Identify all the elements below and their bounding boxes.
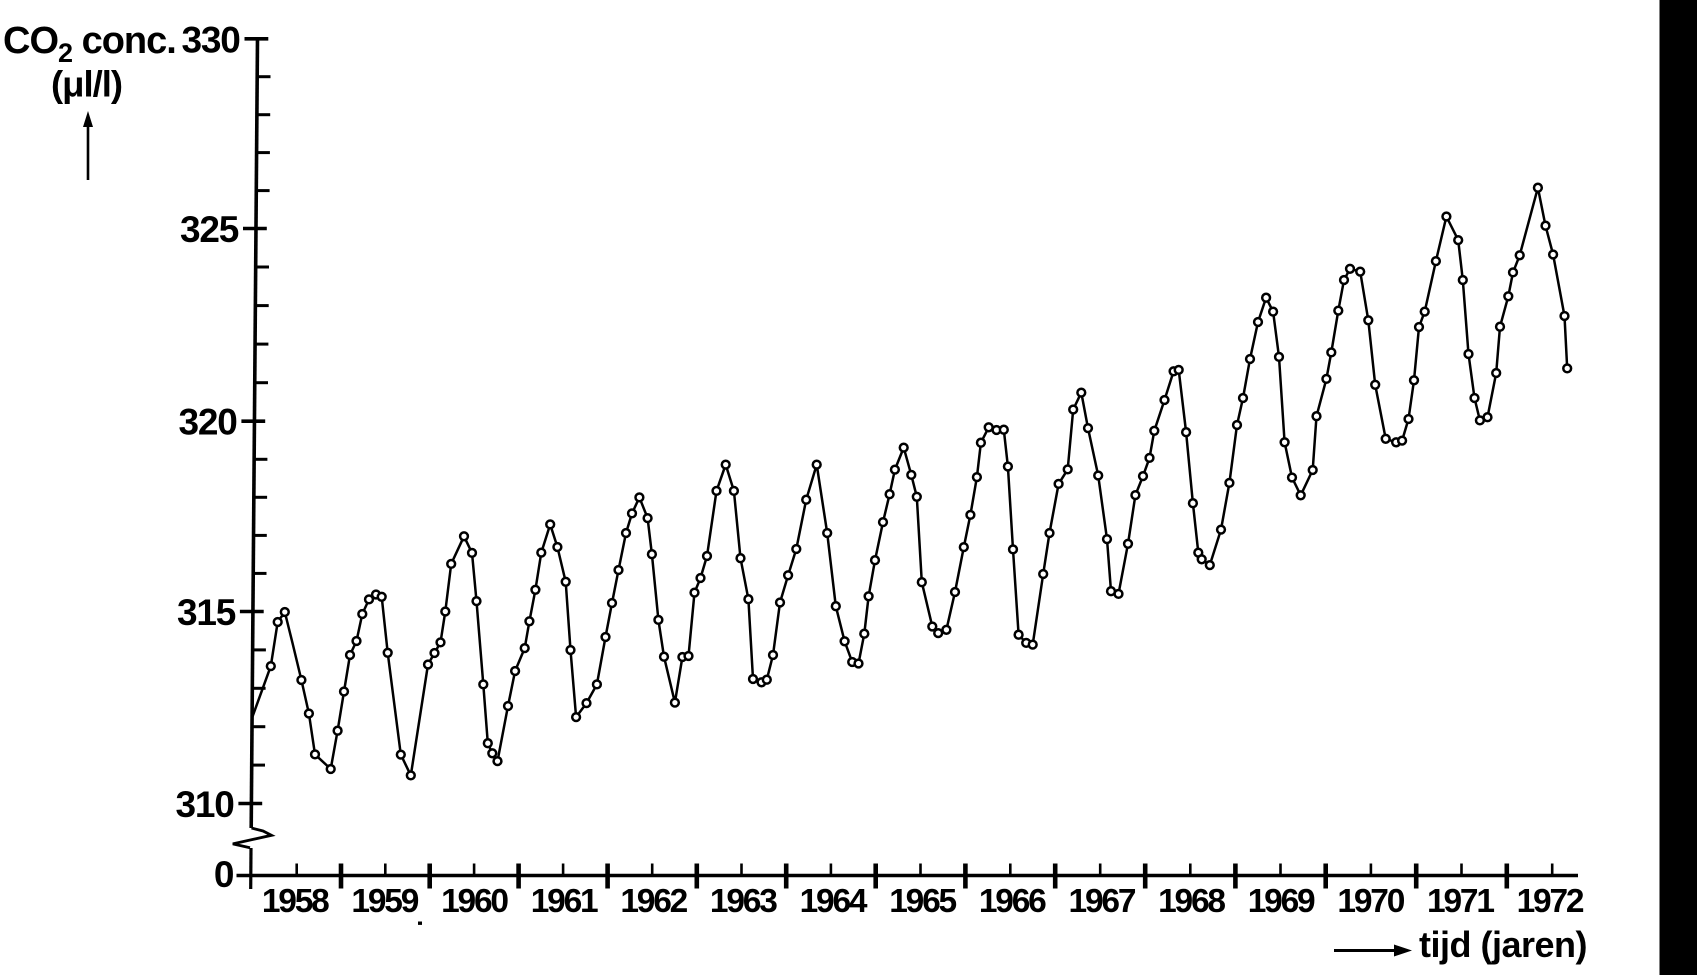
- svg-text:1967: 1967: [1069, 883, 1136, 920]
- svg-text:1966: 1966: [979, 883, 1046, 920]
- svg-text:1972: 1972: [1517, 883, 1584, 920]
- svg-text:315: 315: [177, 592, 236, 633]
- svg-text:1960: 1960: [441, 883, 508, 920]
- svg-text:1970: 1970: [1337, 883, 1404, 920]
- svg-text:1971: 1971: [1427, 883, 1494, 920]
- svg-text:1959: 1959: [351, 883, 418, 920]
- svg-text:1961: 1961: [531, 883, 598, 920]
- svg-text:tijd (jaren): tijd (jaren): [1419, 924, 1587, 965]
- svg-text:1963: 1963: [710, 883, 777, 920]
- svg-text:325: 325: [180, 209, 239, 250]
- svg-text:CO2 conc.: CO2 conc.: [3, 20, 176, 68]
- svg-text:1968: 1968: [1158, 883, 1225, 920]
- svg-text:1969: 1969: [1248, 883, 1315, 920]
- svg-text:1964: 1964: [800, 883, 868, 920]
- svg-text:1958: 1958: [262, 883, 329, 920]
- svg-text:310: 310: [175, 784, 234, 825]
- svg-text:1962: 1962: [620, 883, 687, 920]
- svg-text:(μl/l): (μl/l): [51, 64, 122, 105]
- svg-text:330: 330: [182, 19, 241, 60]
- svg-text:1965: 1965: [889, 883, 956, 920]
- svg-text:0: 0: [214, 854, 235, 895]
- svg-text:320: 320: [178, 402, 237, 443]
